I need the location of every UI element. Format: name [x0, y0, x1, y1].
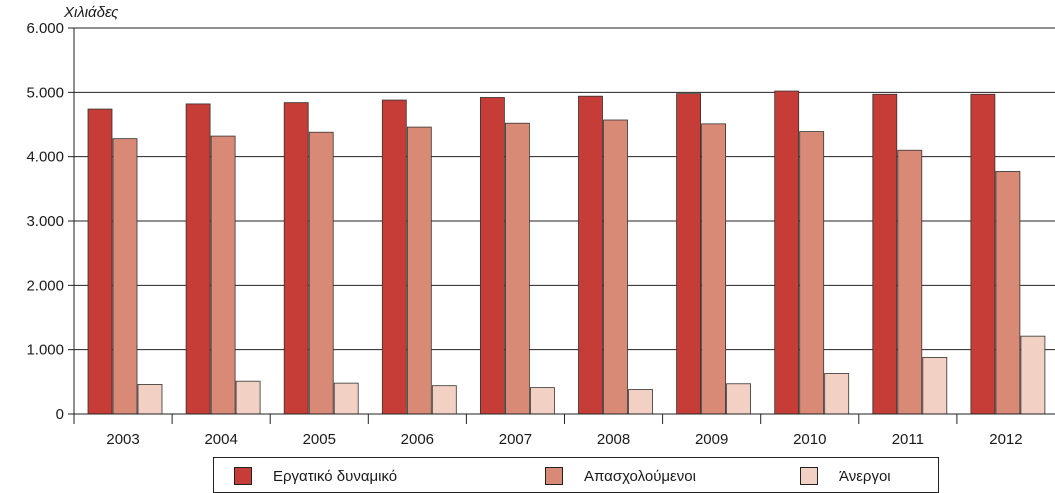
legend-label-unemployed: Άνεργοι [839, 467, 891, 485]
bar-Άνεργοι-2009 [726, 383, 751, 415]
legend-swatch-unemployed [800, 467, 818, 485]
y-tick-label: 3.000 [26, 213, 64, 230]
x-tick-label: 2012 [989, 431, 1022, 448]
y-tick-label: 1.000 [26, 342, 64, 359]
bar-Απασχολούμενοι-2012 [995, 171, 1021, 415]
bar-Απασχολούμενοι-2008 [603, 119, 628, 415]
bar-Άνεργοι-2012 [1020, 335, 1046, 415]
bar-Άνεργοι-2006 [431, 385, 457, 415]
x-tick-label: 2011 [892, 431, 924, 448]
legend-label-employed: Απασχολούμενοι [584, 467, 696, 485]
bar-Απασχολούμενοι-2006 [406, 126, 432, 415]
bar-Άνεργοι-2005 [333, 382, 359, 415]
bar-Εργατικό-δυναμικό-2011 [872, 93, 898, 415]
x-tick-label: 2003 [106, 431, 139, 448]
x-tick-label: 2004 [204, 431, 237, 448]
x-tick-label: 2010 [793, 431, 826, 448]
bar-Εργατικό-δυναμικό-2005 [283, 102, 309, 415]
bar-Απασχολούμενοι-2003 [112, 138, 138, 415]
bar-Εργατικό-δυναμικό-2003 [87, 108, 113, 415]
y-tick-label: 5.000 [26, 84, 64, 101]
bar-Εργατικό-δυναμικό-2008 [578, 95, 603, 415]
bar-Εργατικό-δυναμικό-2004 [185, 103, 211, 415]
bar-Απασχολούμενοι-2010 [799, 131, 825, 415]
legend-item-labor-force: Εργατικό δυναμικό [234, 466, 397, 486]
bar-Άνεργοι-2004 [235, 380, 261, 415]
bar-Εργατικό-δυναμικό-2006 [381, 99, 407, 415]
y-tick-label: 2.000 [26, 277, 64, 294]
x-tick-label: 2005 [303, 431, 336, 448]
bar-Εργατικό-δυναμικό-2009 [676, 93, 701, 415]
y-tick-label: 4.000 [26, 149, 64, 166]
bar-Άνεργοι-2007 [530, 387, 555, 415]
y-axis-unit-label: Χιλιάδες [64, 4, 119, 21]
bar-Απασχολούμενοι-2007 [504, 122, 530, 415]
bar-Εργατικό-δυναμικό-2007 [479, 97, 505, 415]
x-tick-label: 2007 [499, 431, 532, 448]
bar-Άνεργοι-2008 [628, 389, 653, 415]
bar-Άνεργοι-2010 [824, 373, 850, 415]
legend-item-employed: Απασχολούμενοι [545, 466, 696, 486]
bar-Απασχολούμενοι-2011 [897, 149, 923, 415]
x-tick-label: 2008 [597, 431, 630, 448]
x-tick-label: 2009 [695, 431, 728, 448]
bar-Άνεργοι-2011 [922, 356, 948, 415]
legend-label-labor-force: Εργατικό δυναμικό [273, 467, 398, 485]
legend-swatch-labor-force [234, 467, 252, 485]
bar-Απασχολούμενοι-2004 [210, 135, 236, 415]
bar-Απασχολούμενοι-2005 [308, 131, 334, 415]
y-tick-label: 0 [56, 406, 64, 423]
bar-Εργατικό-δυναμικό-2012 [970, 93, 996, 415]
bar-Απασχολούμενοι-2009 [701, 123, 726, 415]
bar-Εργατικό-δυναμικό-2010 [774, 90, 800, 415]
chart-legend: Εργατικό δυναμικό Απασχολούμενοι Άνεργοι [213, 457, 939, 493]
legend-item-unemployed: Άνεργοι [800, 466, 891, 486]
legend-swatch-employed [545, 467, 563, 485]
y-tick-label: 6.000 [26, 20, 64, 37]
bar-Άνεργοι-2003 [137, 384, 163, 415]
bar-chart: 0 1.000 2.000 3.000 4.000 5.000 6.000 2003 2004 2… [26, 20, 1055, 448]
x-tick-label: 2006 [401, 431, 434, 448]
